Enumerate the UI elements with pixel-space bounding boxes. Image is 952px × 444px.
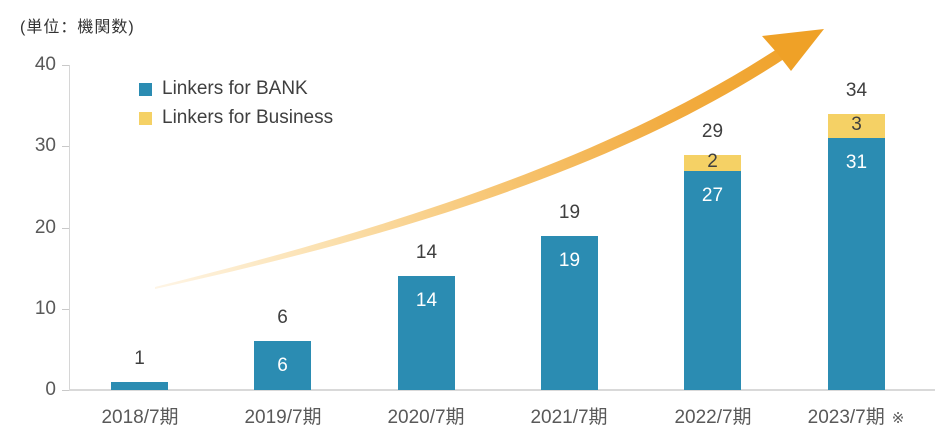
bar-total-label: 14 [415,242,438,263]
bar-total-label: 19 [558,202,581,223]
bar-value-bank: 27 [701,185,724,206]
x-axis-label: 2018/7期 [101,407,179,428]
y-tick-label: 20 [34,216,56,238]
y-tick-mark [62,227,69,229]
legend-item-bank: Linkers for BANK [139,77,333,101]
bar-value-bank: 19 [558,250,581,271]
x-axis-line [69,389,935,391]
bar-total-label: 34 [845,80,868,101]
bar-value-business: 3 [851,114,862,135]
legend-label-bank: Linkers for BANK [162,78,308,99]
bar-segment-bank [254,341,311,390]
x-axis-label: 2020/7期 [387,407,465,428]
y-tick-label: 40 [34,54,56,75]
y-tick-mark [62,65,69,66]
bar-segment-business [828,114,885,138]
growth-arrow-head [762,29,824,71]
bar-value-bank: 14 [415,290,438,311]
bar-total-label: 29 [701,121,724,142]
x-axis-label: 2021/7期 [530,407,608,428]
bar-value-bank: 31 [845,152,868,173]
bar-value-business: 2 [707,151,718,172]
y-tick-mark [62,390,69,391]
x-axis-label: 2019/7期 [244,407,322,428]
bar-segment-bank [111,382,168,390]
y-tick-label: 0 [45,379,56,400]
y-tick-mark [62,146,69,148]
x-axis-label: 2022/7期 [674,407,752,428]
legend-swatch-bank [139,82,152,96]
legend-swatch-business [139,111,152,125]
bar-total-label: 1 [134,348,145,369]
bar-total-label: 6 [277,307,288,328]
bar-segment-bank [398,276,455,390]
y-tick-mark [62,308,69,310]
bar-value-bank: 6 [277,355,288,376]
y-tick-label: 30 [34,135,56,157]
unit-label: (単位：機関数) [20,19,135,36]
y-axis-line [69,65,70,390]
bar-segment-bank [828,138,885,390]
footnote-mark: ※ [891,410,905,427]
legend-label-business: Linkers for Business [162,107,334,128]
y-tick-label: 10 [34,297,56,319]
legend: Linkers for BANK Linkers for Business [139,77,333,135]
legend-item-business: Linkers for Business [139,106,333,130]
x-axis-label: 2023/7期 ※ [807,407,905,428]
